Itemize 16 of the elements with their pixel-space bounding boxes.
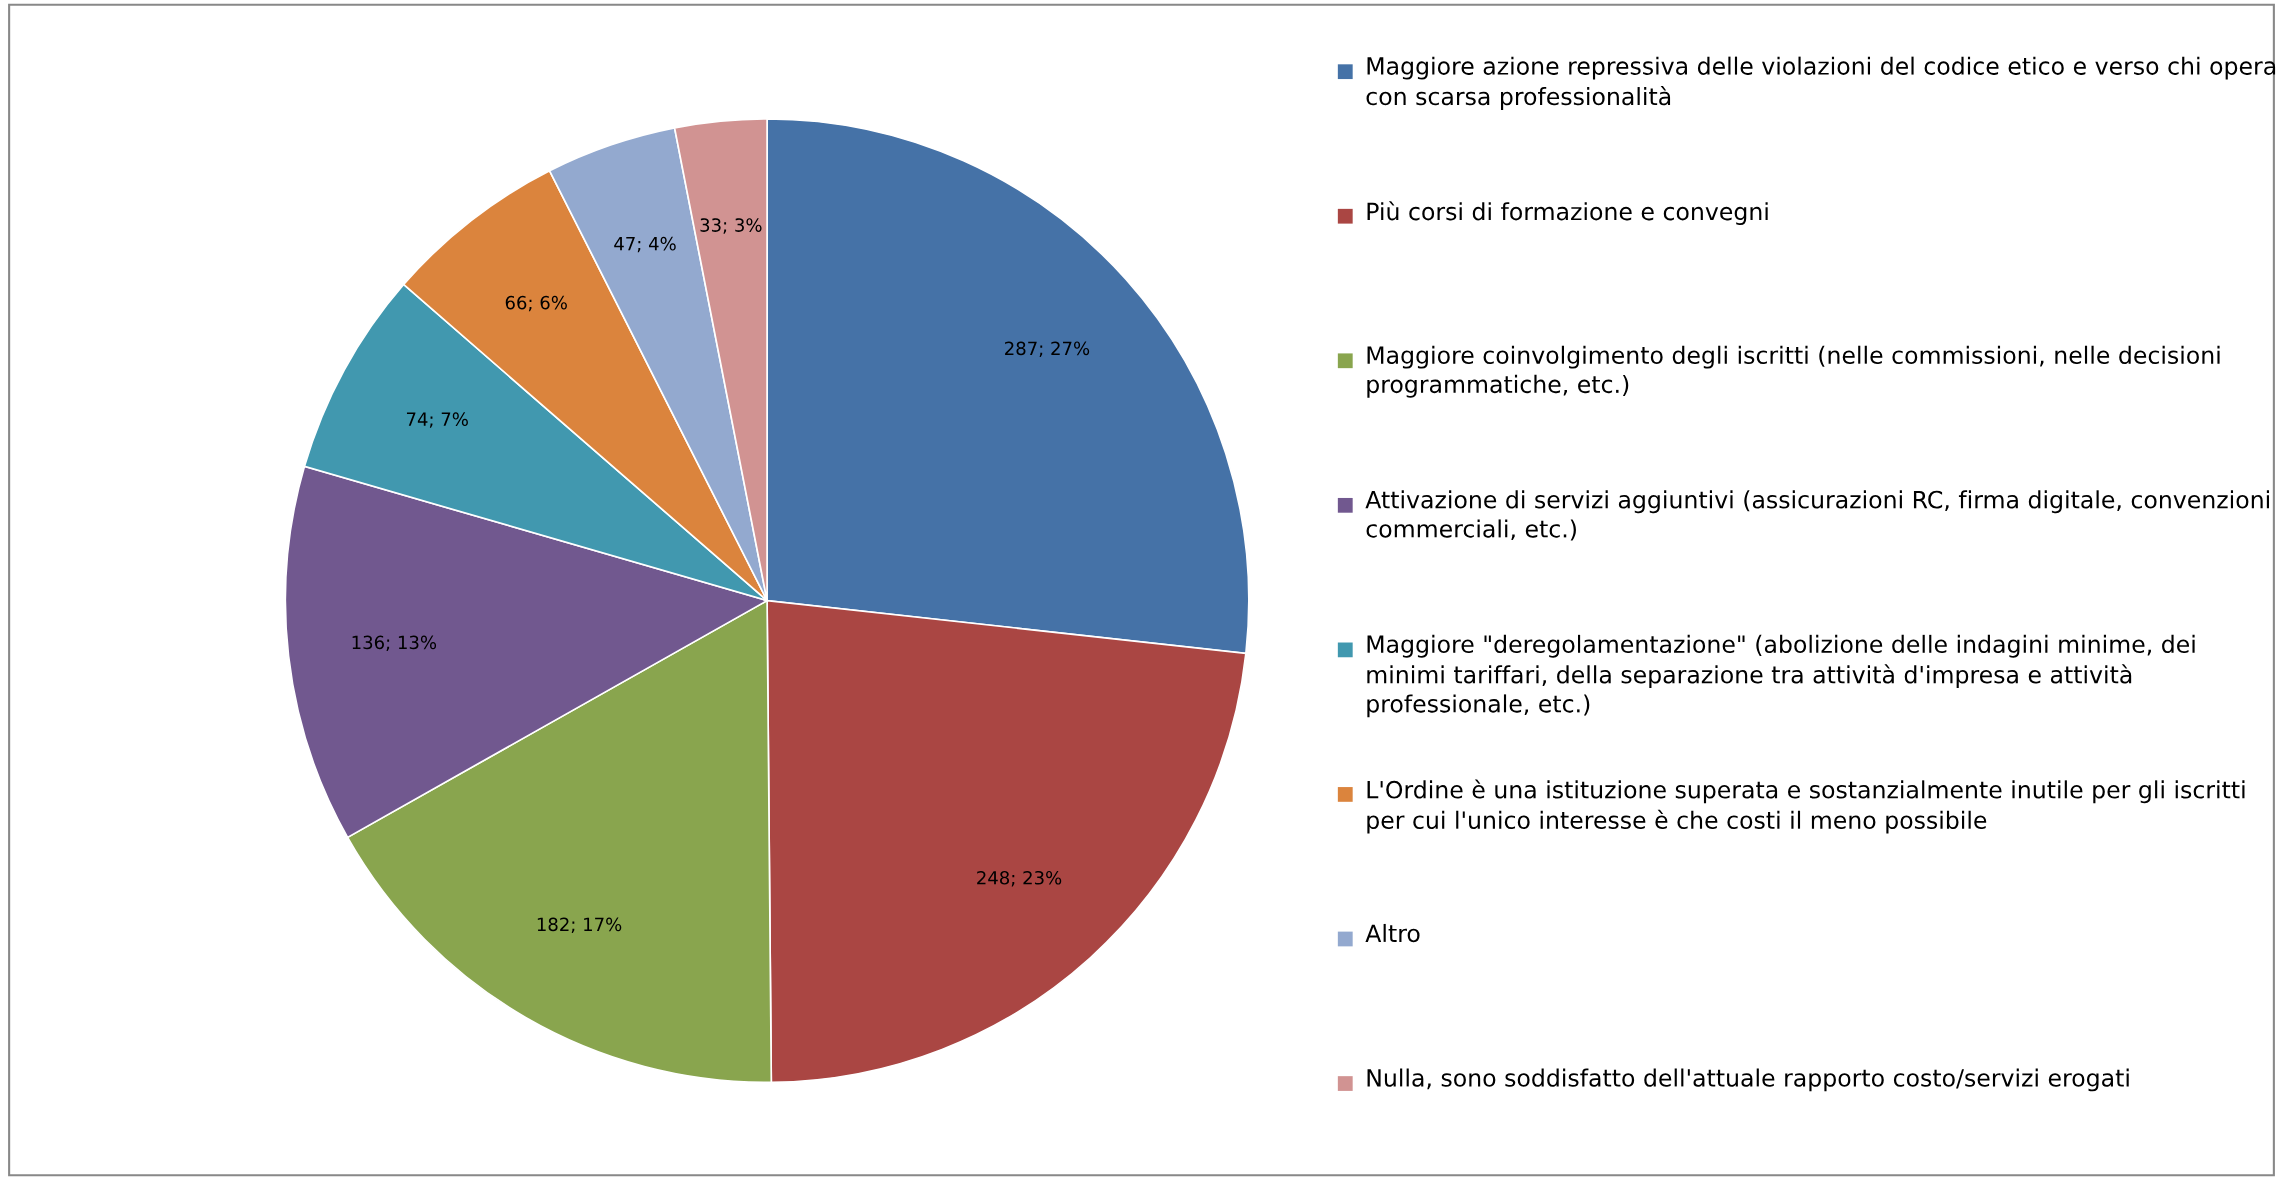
data-label: 136; 13% [352,635,437,652]
data-label: 74; 7% [406,412,468,428]
legend-label: Attivazione di servizi aggiuntivi (assicurazioni RC, firma digitale, convenzioni commerciali, etc.) [1365,490,2269,541]
data-label: 287; 27% [1005,341,1090,357]
legend-label: Maggiore azione repressiva delle violazioni del codice etico e verso chi opera con scarsa professionalità [1366,56,2276,110]
data-label: 33; 3% [700,218,762,234]
legend-label: Maggiore "deregolamentazione" (abolizione delle indagini minime, dei minimi tariffari, della separazione tra attività d'impresa e attività professionale, etc.) [1367,634,2195,718]
legend-label: Altro [1365,923,1420,943]
legend-label: Nulla, sono soddisfatto dell'attuale rapporto costo/servizi erogati [1367,1068,2129,1092]
data-label: 182; 17% [537,917,622,934]
legend-label: Più corsi di formazione e convegni [1367,201,1768,225]
data-label: 47; 4% [614,236,676,253]
data-label: 66; 6% [505,295,567,312]
legend-label: L'Ordine è una istituzione superata e sostanzialmente inutile per gli iscritti per cui l'unico interesse è che costi il meno possibile [1367,779,2245,834]
data-label: 248; 23% [977,870,1062,887]
legend-label: Maggiore coinvolgimento degli iscritti (nelle commissioni, nelle decisioni programmatiche, etc.) [1367,345,2220,398]
